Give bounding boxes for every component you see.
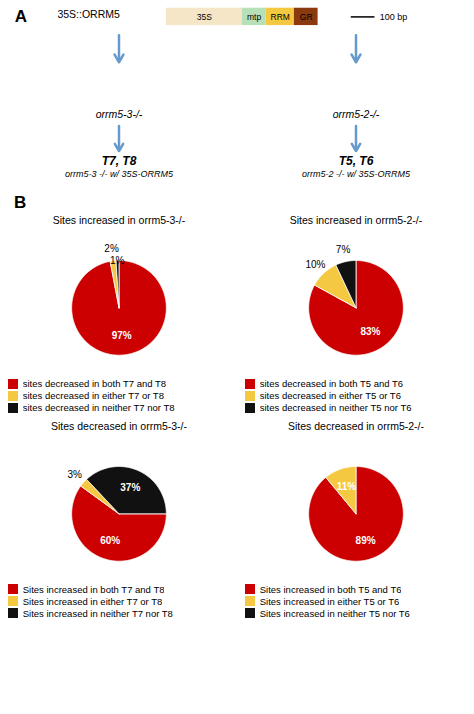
svg-text:100 bp: 100 bp: [380, 12, 408, 22]
html-text:sites decreased in either T5 o: sites decreased in either T5 or T6: [259, 390, 401, 401]
html-text:Sites increased in either T7 o: Sites increased in either T7 or T8: [22, 595, 163, 607]
html-text:sites decreased in either T7 o: sites decreased in either T7 or T8: [22, 390, 164, 401]
svg-text:1%: 1%: [110, 255, 125, 266]
svg-text:Sites decreased in orrm5-3-/-: Sites decreased in orrm5-3-/-: [51, 420, 187, 432]
svg-text:11%: 11%: [337, 481, 357, 492]
svg-text:10%: 10%: [305, 259, 325, 270]
html-text:Sites increased in both T7 and: Sites increased in both T7 and T8: [22, 583, 165, 595]
svg-text:2%: 2%: [104, 243, 119, 254]
svg-text:60%: 60%: [100, 535, 120, 546]
svg-text:A: A: [15, 7, 27, 26]
svg-text:97%: 97%: [112, 330, 132, 341]
svg-text:35S: 35S: [197, 12, 212, 22]
svg-text:orrm5-3-/-: orrm5-3-/-: [96, 108, 143, 120]
svg-text:Sites increased in orrm5-3-/-: Sites increased in orrm5-3-/-: [53, 214, 186, 226]
html-text:sites decreased in neither T7: sites decreased in neither T7 nor T8: [22, 402, 175, 413]
html-text:sites decreased in both T7 and: sites decreased in both T7 and T8: [22, 378, 167, 389]
svg-text:7%: 7%: [336, 244, 351, 255]
html-text:sites decreased in neither T5: sites decreased in neither T5 nor T6: [259, 402, 412, 413]
svg-text:89%: 89%: [356, 535, 376, 546]
svg-text:orrm5-3 -/- w/ 35S-ORRM5: orrm5-3 -/- w/ 35S-ORRM5: [65, 169, 174, 179]
html-text:Sites increased in neither T5: Sites increased in neither T5 nor T6: [259, 607, 410, 619]
svg-text:orrm5-2-/-: orrm5-2-/-: [333, 108, 380, 120]
svg-text:37%: 37%: [120, 482, 140, 493]
svg-text:83%: 83%: [360, 326, 380, 337]
svg-text:T5, T6: T5, T6: [339, 154, 374, 168]
svg-text:GR: GR: [300, 12, 313, 22]
svg-text:3%: 3%: [67, 469, 82, 480]
html-text:Sites increased in both T5 and: Sites increased in both T5 and T6: [259, 583, 402, 595]
svg-text:RRM: RRM: [270, 12, 289, 22]
svg-text:Sites increased in orrm5-2-/-: Sites increased in orrm5-2-/-: [290, 214, 423, 226]
svg-text:35S::ORRM5: 35S::ORRM5: [57, 8, 120, 20]
html-text:sites decreased in both T5 and: sites decreased in both T5 and T6: [259, 378, 404, 389]
svg-text:mtp: mtp: [247, 12, 261, 22]
svg-text:T7, T8: T7, T8: [102, 154, 137, 168]
html-text:B: B: [14, 193, 27, 212]
html-text:Sites increased in neither T7: Sites increased in neither T7 nor T8: [22, 607, 173, 619]
svg-text:orrm5-2 -/- w/ 35S-ORRM5: orrm5-2 -/- w/ 35S-ORRM5: [302, 169, 411, 179]
svg-text:Sites decreased in orrm5-2-/-: Sites decreased in orrm5-2-/-: [288, 420, 424, 432]
html-text:Sites increased in either T5 o: Sites increased in either T5 or T6: [259, 595, 400, 607]
